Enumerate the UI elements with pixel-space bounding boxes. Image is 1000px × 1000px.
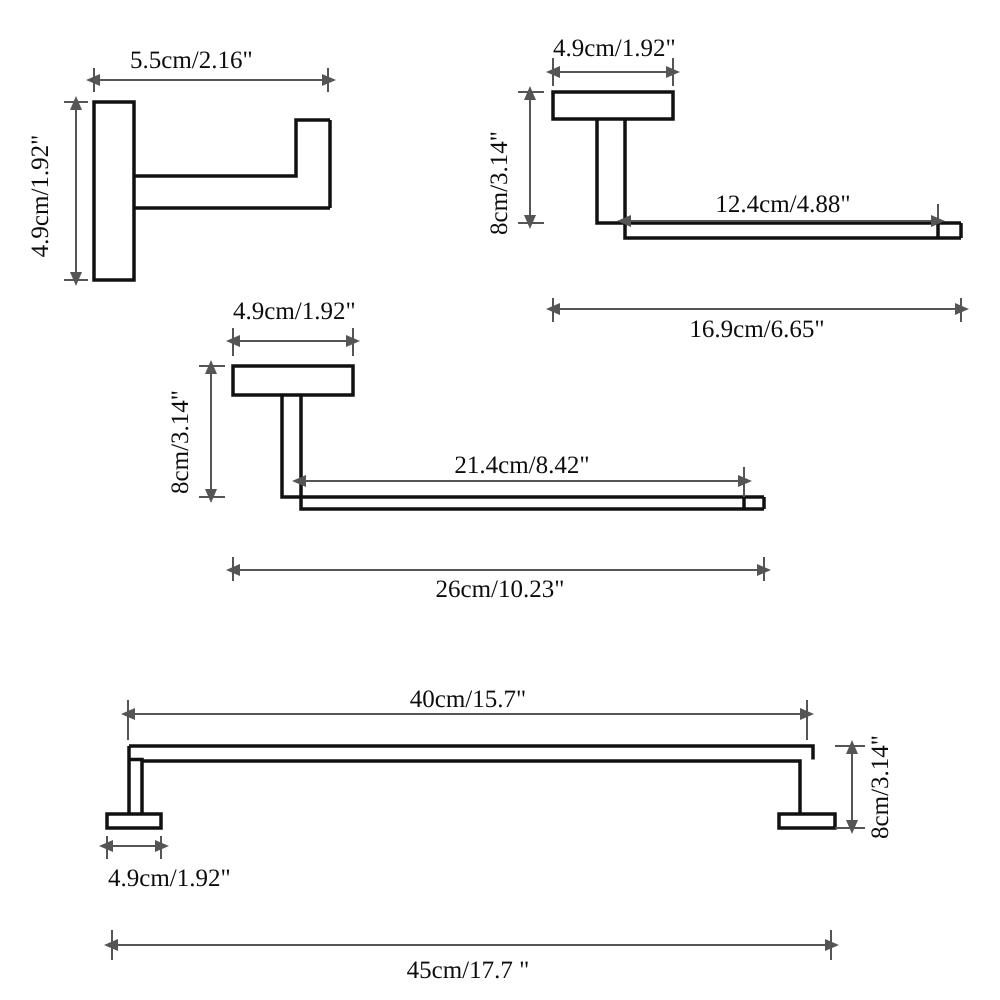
svg-text:4.9cm/1.92": 4.9cm/1.92" (108, 865, 231, 892)
svg-text:40cm/15.7": 40cm/15.7" (410, 686, 526, 713)
svg-text:16.9cm/6.65": 16.9cm/6.65" (689, 316, 824, 343)
svg-text:8cm/3.14": 8cm/3.14" (486, 131, 513, 235)
svg-text:4.9cm/1.92": 4.9cm/1.92" (27, 135, 54, 258)
svg-text:5.5cm/2.16": 5.5cm/2.16" (130, 47, 253, 74)
svg-text:26cm/10.23": 26cm/10.23" (436, 576, 565, 603)
svg-text:8cm/3.14": 8cm/3.14" (167, 390, 194, 494)
svg-text:45cm/17.7 ": 45cm/17.7 " (407, 957, 530, 984)
svg-text:4.9cm/1.92": 4.9cm/1.92" (233, 298, 356, 325)
svg-text:4.9cm/1.92": 4.9cm/1.92" (553, 35, 676, 62)
svg-text:21.4cm/8.42": 21.4cm/8.42" (454, 452, 589, 479)
svg-text:8cm/3.14": 8cm/3.14" (867, 735, 894, 839)
svg-text:12.4cm/4.88": 12.4cm/4.88" (715, 191, 850, 218)
